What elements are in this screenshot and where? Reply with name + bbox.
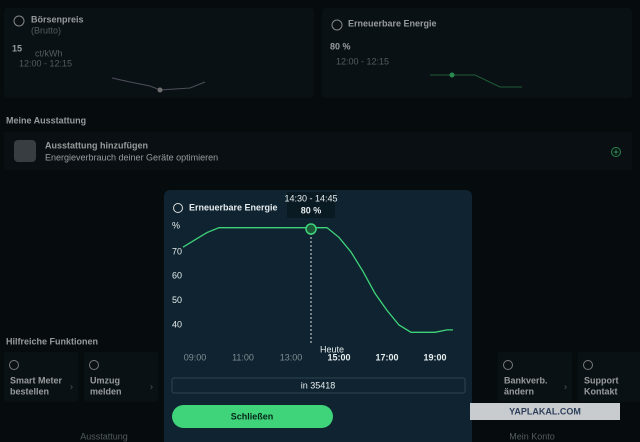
sparkline-dot <box>449 72 455 78</box>
x-tick-label: 09:00 <box>184 352 207 362</box>
modal-title: Erneuerbare Energie <box>189 202 278 212</box>
function-card[interactable] <box>84 352 158 402</box>
marker-label: Heute <box>320 344 344 354</box>
nav-label[interactable]: Ausstattung <box>80 431 128 441</box>
icon <box>13 15 25 27</box>
y-tick-label: 40 <box>172 319 182 329</box>
sparkline <box>111 77 206 91</box>
chevron: › <box>564 381 567 391</box>
add-icon <box>613 149 619 155</box>
card-unit: ct/kWh <box>35 48 63 58</box>
function-label: Bankverb. <box>504 375 548 385</box>
y-tick-label: 70 <box>172 246 182 256</box>
function-label: ändern <box>504 386 534 396</box>
icon <box>14 140 36 162</box>
chevron: › <box>70 381 73 391</box>
card[interactable] <box>4 8 314 98</box>
section-heading: Hilfreiche Funktionen <box>6 336 98 346</box>
function-label: Umzug <box>90 375 120 385</box>
watermark: YAPLAKAL.COM <box>509 406 581 416</box>
equipment-row[interactable] <box>4 132 632 170</box>
icon <box>503 360 513 370</box>
x-tick-label: 11:00 <box>232 352 254 362</box>
tooltip-time: 14:30 - 14:45 <box>284 193 337 203</box>
function-label: Smart Meter <box>10 375 63 385</box>
card-time: 12:00 - 12:15 <box>336 56 389 66</box>
section-heading: Meine Ausstattung <box>6 115 86 125</box>
card-value: 15 <box>12 43 22 53</box>
watermark-box <box>470 403 620 420</box>
card-title: Börsenpreis <box>31 14 84 24</box>
tooltip-value: 80 % <box>301 205 322 215</box>
sparkline-dot <box>157 87 163 93</box>
x-tick-label: 17:00 <box>375 352 398 362</box>
icon <box>173 203 183 213</box>
x-tick-label: 19:00 <box>423 352 446 362</box>
card-subtitle: (Brutto) <box>31 25 61 35</box>
function-label: melden <box>90 386 122 396</box>
tooltip <box>287 192 335 218</box>
close-label: Schließen <box>231 411 274 421</box>
card[interactable] <box>322 8 632 98</box>
y-axis-label: % <box>172 220 180 230</box>
location-box[interactable] <box>171 377 466 394</box>
function-label: Support <box>584 375 619 385</box>
equipment-subtitle: Energieverbrauch deiner Geräte optimiere… <box>45 152 218 162</box>
icon <box>331 19 343 31</box>
line-series <box>182 227 453 333</box>
function-card[interactable] <box>4 352 78 402</box>
modal <box>164 190 472 442</box>
x-tick-label: 13:00 <box>280 352 303 362</box>
icon <box>583 360 593 370</box>
function-label: Kontakt <box>584 386 618 396</box>
location: in 35418 <box>301 380 336 390</box>
card-value: 80 % <box>330 41 351 51</box>
function-card[interactable] <box>498 352 572 402</box>
icon <box>89 360 99 370</box>
equipment-title: Ausstattung hinzufügen <box>45 140 148 150</box>
y-tick-label: 50 <box>172 295 182 305</box>
function-label: bestellen <box>10 386 49 396</box>
function-card[interactable] <box>578 352 640 402</box>
nav-label[interactable]: Mein Konto <box>509 431 555 441</box>
close-button[interactable] <box>172 405 333 428</box>
card-time: 12:00 - 12:15 <box>19 58 72 68</box>
chevron: › <box>150 381 153 391</box>
y-tick-label: 60 <box>172 271 182 281</box>
card-title: Erneuerbare Energie <box>348 18 437 28</box>
x-tick-label: 15:00 <box>327 352 350 362</box>
add-button[interactable] <box>611 147 621 157</box>
icon <box>9 360 19 370</box>
highlight-point <box>305 223 317 235</box>
